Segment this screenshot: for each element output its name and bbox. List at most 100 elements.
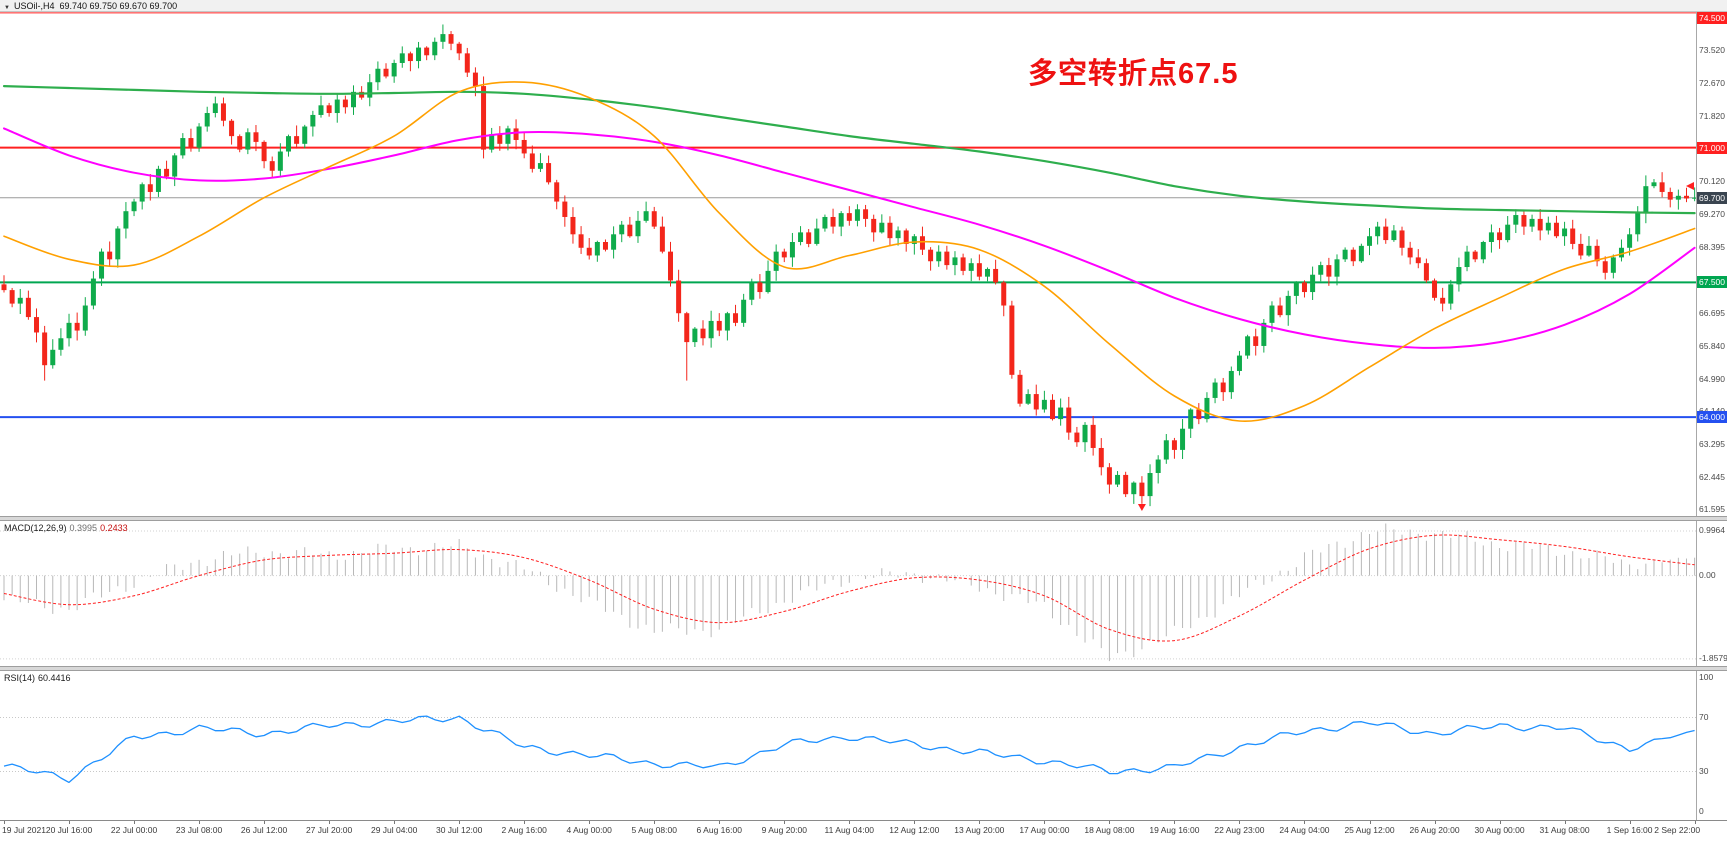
rsi-panel-separator[interactable] bbox=[0, 666, 1727, 671]
level-lines-layer bbox=[0, 12, 1697, 419]
time-label: 29 Jul 04:00 bbox=[370, 825, 418, 835]
price-scale[interactable]: 73.520 72.670 71.820 70.120 69.270 68.395 66.6… bbox=[1696, 0, 1727, 820]
time-tick-mark bbox=[1694, 821, 1696, 824]
ma-fast-orange bbox=[3, 81, 1696, 422]
time-tick-mark bbox=[1304, 821, 1306, 824]
time-tick-mark bbox=[134, 821, 136, 824]
price-tick-label: 62.445 bbox=[1699, 471, 1725, 482]
rsi-line bbox=[3, 715, 1695, 784]
time-tick-mark bbox=[329, 821, 331, 824]
time-label: 5 Aug 08:00 bbox=[631, 825, 677, 835]
time-label: 19 Aug 16:00 bbox=[1149, 825, 1200, 835]
rsi-indicator-label: RSI(14) 60.4416 bbox=[4, 673, 71, 683]
macd-indicator-label: MACD(12,26,9) 0.3995 0.2433 bbox=[4, 523, 128, 533]
price-badge-67.500: 67.500 bbox=[1697, 276, 1727, 289]
time-tick-mark bbox=[979, 821, 981, 824]
price-badge-64.000: 64.000 bbox=[1697, 411, 1727, 424]
macd-name: MACD(12,26,9) bbox=[4, 523, 67, 533]
price-tick-label: 68.395 bbox=[1699, 242, 1725, 253]
time-label: 2 Aug 16:00 bbox=[501, 825, 547, 835]
time-axis[interactable]: 19 Jul 2021 20 Jul 16:00 22 Jul 00:00 23 Ju… bbox=[0, 820, 1727, 841]
price-tick-label: 71.820 bbox=[1699, 110, 1725, 121]
rsi-scale-label: 30 bbox=[1699, 766, 1709, 776]
time-label: 20 Jul 16:00 bbox=[45, 825, 93, 835]
time-tick-mark bbox=[4, 821, 5, 824]
time-label: 22 Jul 00:00 bbox=[110, 825, 158, 835]
chart-header: ▼ USOil-,H4 69.740 69.750 69.670 69.700 bbox=[0, 0, 1727, 12]
macd-panel bbox=[0, 523, 1697, 662]
time-label: 18 Aug 08:00 bbox=[1084, 825, 1135, 835]
time-tick-mark bbox=[1044, 821, 1046, 824]
time-label: 9 Aug 20:00 bbox=[761, 825, 807, 835]
macd-scale-label: 0.9964 bbox=[1699, 525, 1725, 536]
symbol-period-label: USOil-,H4 bbox=[13, 1, 55, 11]
price-tick-label: 66.695 bbox=[1699, 307, 1725, 318]
time-label: 1 Sep 16:00 bbox=[1606, 825, 1653, 835]
price-badge-71.000: 71.000 bbox=[1697, 141, 1727, 154]
time-label: 27 Jul 20:00 bbox=[305, 825, 353, 835]
time-tick-mark bbox=[914, 821, 916, 824]
time-label: 31 Aug 08:00 bbox=[1539, 825, 1590, 835]
macd-signal-value: 0.2433 bbox=[100, 523, 128, 533]
price-tick-label: 64.990 bbox=[1699, 373, 1725, 384]
price-tick-label: 61.595 bbox=[1699, 504, 1725, 515]
time-tick-mark bbox=[264, 821, 266, 824]
rsi-scale-label: 70 bbox=[1699, 712, 1709, 722]
rsi-scale-label: 0 bbox=[1699, 806, 1704, 816]
time-tick-mark bbox=[394, 821, 396, 824]
time-label: 11 Aug 04:00 bbox=[824, 825, 875, 835]
time-tick-mark bbox=[719, 821, 721, 824]
bottom-low-arrow-icon bbox=[1137, 504, 1146, 511]
price-badge-69.700: 69.700 bbox=[1697, 191, 1727, 204]
time-tick-mark bbox=[1239, 821, 1241, 824]
time-label: 4 Aug 00:00 bbox=[566, 825, 612, 835]
price-badge-74.500: 74.500 bbox=[1697, 12, 1727, 24]
time-tick-mark bbox=[1629, 821, 1631, 824]
price-tick-label: 72.670 bbox=[1699, 77, 1725, 88]
time-tick-mark bbox=[1174, 821, 1176, 824]
time-label: 22 Aug 23:00 bbox=[1214, 825, 1265, 835]
time-tick-mark bbox=[1434, 821, 1436, 824]
candles-layer bbox=[1, 24, 1697, 507]
time-label: 2 Sep 22:00 bbox=[1654, 825, 1701, 835]
price-alert-arrow-icon bbox=[1686, 182, 1694, 190]
time-label: 30 Jul 12:00 bbox=[435, 825, 483, 835]
time-label: 13 Aug 20:00 bbox=[954, 825, 1005, 835]
time-label: 19 Jul 2021 bbox=[2, 825, 46, 835]
rsi-panel bbox=[0, 715, 1697, 784]
time-tick-mark bbox=[849, 821, 851, 824]
ohlc-quote: 69.740 69.750 69.670 69.700 bbox=[59, 1, 178, 11]
time-label: 23 Jul 08:00 bbox=[175, 825, 223, 835]
symbol-dropdown-icon[interactable]: ▼ bbox=[4, 5, 10, 11]
time-label: 12 Aug 12:00 bbox=[889, 825, 940, 835]
annotation-text: 多空转折点67.5 bbox=[1028, 58, 1239, 90]
rsi-scale-label: 100 bbox=[1699, 672, 1714, 682]
macd-main-value: 0.3995 bbox=[69, 523, 98, 533]
price-tick-label: 70.120 bbox=[1699, 176, 1725, 187]
time-tick-mark bbox=[1499, 821, 1501, 824]
time-tick-mark bbox=[459, 821, 461, 824]
price-tick-label: 65.840 bbox=[1699, 340, 1725, 351]
ma-slow-green bbox=[2, 85, 1696, 215]
time-tick-mark bbox=[1564, 821, 1566, 824]
time-tick-mark bbox=[199, 821, 201, 824]
time-label: 17 Aug 00:00 bbox=[1019, 825, 1070, 835]
time-label: 30 Aug 00:00 bbox=[1474, 825, 1525, 835]
time-label: 24 Aug 04:00 bbox=[1279, 825, 1330, 835]
time-label: 25 Aug 12:00 bbox=[1344, 825, 1395, 835]
ma-mid-magenta bbox=[3, 127, 1696, 349]
time-label: 26 Jul 12:00 bbox=[240, 825, 288, 835]
price-tick-label: 69.270 bbox=[1699, 208, 1725, 219]
time-label: 6 Aug 16:00 bbox=[696, 825, 742, 835]
price-tick-label: 73.520 bbox=[1699, 45, 1725, 56]
macd-histogram-layer bbox=[3, 523, 1696, 662]
macd-panel-separator[interactable] bbox=[0, 516, 1727, 521]
time-tick-mark bbox=[589, 821, 591, 824]
macd-signal-line bbox=[3, 534, 1695, 642]
time-tick-mark bbox=[69, 821, 71, 824]
time-tick-mark bbox=[654, 821, 656, 824]
main-chart-panel bbox=[0, 12, 1697, 511]
time-tick-mark bbox=[1369, 821, 1371, 824]
